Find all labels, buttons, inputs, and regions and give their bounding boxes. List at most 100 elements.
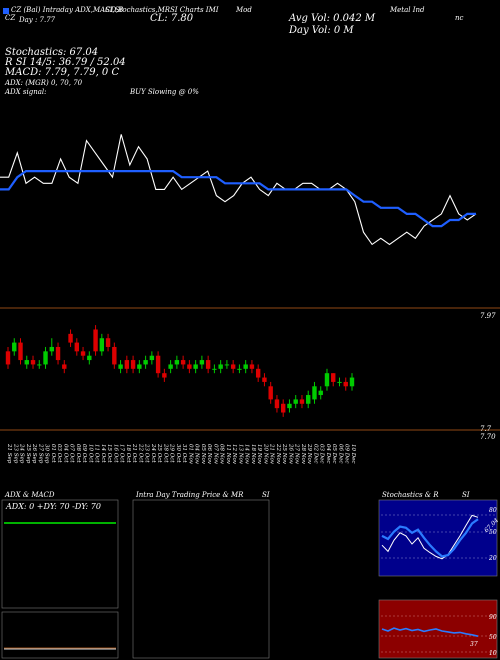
date-tick-label: 30 Oct bbox=[175, 444, 181, 463]
day-label: Day : 7.77 bbox=[19, 16, 56, 24]
candle-body bbox=[112, 346, 117, 365]
header-title-c: SI Charts IMI bbox=[170, 6, 219, 14]
candle-body bbox=[143, 360, 148, 365]
candle-body bbox=[212, 368, 217, 370]
date-tick-label: 09 Oct bbox=[81, 444, 87, 463]
date-axis: 21 Sep 23 Sep 24 Sep 25 Sep 26 Sep 27 Sep 30 S… bbox=[6, 443, 356, 465]
date-tick-label: 25 Oct bbox=[156, 443, 162, 463]
date-tick-label: 05 Dec bbox=[331, 444, 337, 464]
candle-body bbox=[49, 346, 54, 352]
date-tick-label: 12 Nov bbox=[231, 444, 237, 465]
stochastics-readout: Stochastics: 67.04 bbox=[5, 47, 99, 58]
date-tick-label: 24 Oct bbox=[150, 443, 156, 463]
candle-body bbox=[74, 342, 79, 352]
date-tick-label: 09 Dec bbox=[344, 444, 350, 464]
candle-body bbox=[55, 346, 61, 361]
candle-body bbox=[149, 355, 155, 361]
candle-body bbox=[99, 338, 105, 352]
date-tick-label: 19 Nov bbox=[256, 444, 262, 465]
date-tick-label: 23 Oct bbox=[144, 443, 150, 463]
date-tick-label: 26 Sep bbox=[31, 443, 37, 464]
date-tick-label: 04 Nov bbox=[194, 444, 200, 465]
candle-body bbox=[287, 403, 292, 409]
date-tick-label: 03 Dec bbox=[319, 444, 325, 464]
rsi-value-label: 37 bbox=[470, 641, 478, 648]
candle-body bbox=[18, 342, 23, 361]
date-tick-label: 26 Nov bbox=[287, 443, 293, 465]
date-tick-label: 21 Oct bbox=[131, 443, 137, 463]
stoch-slow-line bbox=[381, 518, 479, 558]
candle-body bbox=[293, 399, 298, 404]
candle-body bbox=[62, 364, 67, 369]
stoch-tick-20: 20 bbox=[489, 555, 497, 562]
legend-swatch bbox=[3, 8, 9, 14]
average-line bbox=[0, 170, 476, 228]
date-tick-label: 04 Oct bbox=[62, 444, 68, 463]
date-tick-label: 10 Oct bbox=[87, 444, 93, 463]
candle-body bbox=[337, 381, 342, 383]
header-title-f: nc bbox=[455, 14, 464, 22]
header-title-e: Metal Ind bbox=[390, 6, 425, 14]
adx-signal-label: ADX signal: bbox=[5, 88, 47, 96]
date-tick-label: 18 Oct bbox=[125, 444, 131, 463]
date-tick-label: 13 Nov bbox=[237, 444, 243, 465]
candle-body bbox=[187, 364, 192, 369]
candle-body bbox=[87, 355, 92, 361]
rsi-tick-50: 50 bbox=[489, 634, 497, 641]
date-tick-label: 31 Oct bbox=[181, 444, 187, 463]
date-tick-label: 08 Nov bbox=[219, 444, 225, 465]
stoch-fast-line bbox=[381, 514, 479, 560]
adx-values: ADX: 0 +DY: 70 -DY: 70 bbox=[6, 502, 101, 511]
date-tick-label: 02 Dec bbox=[312, 444, 318, 464]
date-tick-label: 03 Oct bbox=[56, 444, 62, 463]
candle-body bbox=[324, 373, 330, 387]
candle-body bbox=[281, 403, 286, 413]
adx-readout: ADX: (MGR) 0, 70, 70 bbox=[5, 79, 83, 87]
date-tick-label: 10 Dec bbox=[350, 444, 356, 464]
date-tick-label: 01 Nov bbox=[187, 444, 193, 465]
candle-body bbox=[318, 390, 323, 396]
date-tick-label: 23 Sep bbox=[12, 443, 18, 464]
date-tick-label: 07 Nov bbox=[212, 444, 218, 465]
day-volume: Day Vol: 0 M bbox=[289, 25, 354, 36]
date-tick-label: 22 Nov bbox=[275, 443, 281, 465]
date-tick-label: 07 Oct bbox=[69, 444, 75, 463]
macd-readout: MACD: 7.79, 7.79, 0 C bbox=[5, 67, 120, 78]
adx-panel-title: ADX & MACD bbox=[5, 491, 55, 499]
candle-body bbox=[230, 364, 236, 369]
header-title-d: Mod bbox=[236, 6, 252, 14]
candle-body bbox=[124, 360, 130, 369]
intraday-panel-title-b: SI bbox=[262, 491, 270, 499]
candle-body bbox=[137, 364, 142, 369]
buy-signal: BUY Slowing @ 0% bbox=[130, 88, 199, 96]
candle-body bbox=[24, 360, 29, 365]
date-tick-label: 21 Sep bbox=[6, 443, 12, 464]
candle-body bbox=[274, 399, 280, 409]
stochastics-panel-title-b: SI bbox=[462, 491, 470, 499]
avg-volume: Avg Vol: 0.042 M bbox=[289, 13, 376, 24]
date-tick-label: 06 Dec bbox=[337, 444, 343, 464]
date-tick-label: 14 Nov bbox=[244, 444, 250, 465]
date-tick-label: 16 Oct bbox=[112, 444, 118, 463]
date-tick-label: 28 Oct bbox=[162, 443, 168, 463]
candle-body bbox=[331, 373, 336, 382]
candle-body bbox=[130, 360, 136, 369]
candle-body bbox=[168, 364, 173, 369]
candle-body bbox=[93, 329, 98, 352]
candlestick-chart bbox=[0, 307, 500, 431]
candle-body bbox=[268, 386, 273, 400]
date-tick-label: 29 Oct bbox=[169, 443, 175, 463]
candle-body bbox=[312, 386, 317, 400]
candle-body bbox=[205, 360, 211, 369]
candle-body bbox=[105, 338, 111, 347]
candle-body bbox=[218, 364, 223, 369]
candle-body bbox=[224, 364, 230, 366]
rsi-tick-10: 10 bbox=[489, 650, 497, 657]
date-tick-label: 29 Nov bbox=[306, 443, 312, 465]
candle-body bbox=[155, 355, 161, 374]
date-tick-label: 25 Nov bbox=[281, 443, 287, 465]
date-tick-label: 05 Nov bbox=[200, 444, 206, 465]
date-tick-label: 22 Oct bbox=[137, 443, 143, 463]
candle-bottom-label-b: 7.70 bbox=[480, 433, 496, 441]
